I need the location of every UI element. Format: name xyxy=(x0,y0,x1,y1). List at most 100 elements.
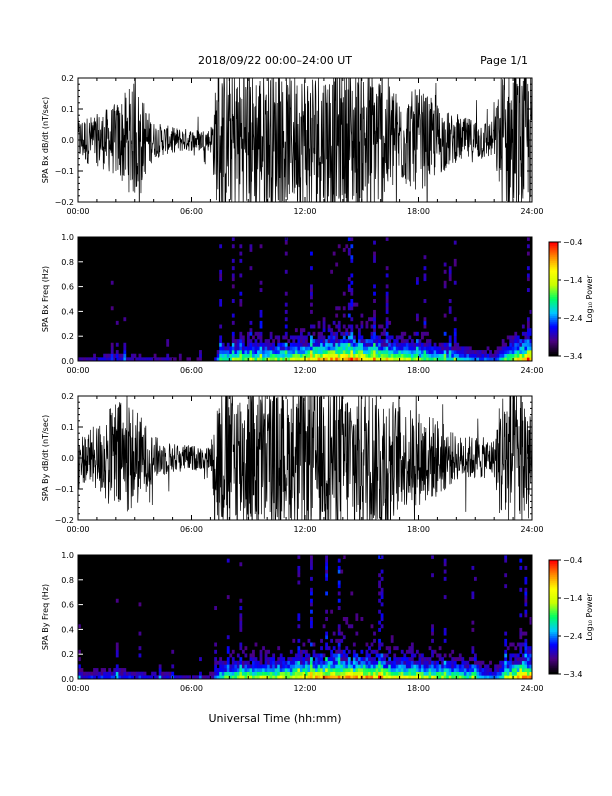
spectrogram-cell xyxy=(393,353,397,358)
spectrogram-cell xyxy=(264,342,268,347)
spectrogram-cell xyxy=(118,668,122,673)
spectrogram-cell xyxy=(501,353,505,358)
colorbar-swatch xyxy=(549,272,558,275)
spectrogram-cell xyxy=(360,350,364,355)
spectrogram-cell xyxy=(385,291,389,296)
spectrogram-cell xyxy=(166,353,170,358)
spectrogram-cell xyxy=(325,350,328,355)
spectrogram-cell xyxy=(282,350,286,355)
spectrogram-cell xyxy=(325,657,328,662)
spectrogram-cell xyxy=(456,357,460,362)
spectrogram-cell xyxy=(471,649,475,654)
spectrogram-cell xyxy=(269,675,273,680)
spectrogram-cell xyxy=(410,671,414,676)
spectrogram-cell xyxy=(511,350,515,355)
spectrogram-cell xyxy=(299,353,303,358)
spectrogram-cell xyxy=(524,346,528,351)
spectrogram-cell xyxy=(378,653,381,658)
spectrogram-cell xyxy=(337,350,341,355)
spectrogram-cell xyxy=(378,335,381,340)
spectrogram-cell xyxy=(252,346,255,351)
spectrogram-cell xyxy=(312,357,316,362)
spectrogram-cell xyxy=(415,346,419,351)
spectrogram-cell xyxy=(521,353,525,358)
spectrogram-cell xyxy=(526,357,530,362)
spectrogram-cell xyxy=(330,353,334,358)
spectrogram-cell xyxy=(405,339,409,344)
spectrogram-cell xyxy=(405,346,409,351)
spectrogram-cell xyxy=(350,258,354,263)
spectrogram-cell xyxy=(310,558,313,563)
spectrogram-cell xyxy=(373,342,376,347)
spectrogram-cell xyxy=(514,339,518,344)
y-tick-label: 0.0 xyxy=(61,454,74,463)
spectrogram-cell xyxy=(231,660,235,665)
spectrogram-cell xyxy=(299,671,303,676)
spectrogram-cell xyxy=(294,675,298,680)
spectrogram-cell xyxy=(519,565,523,570)
colorbar-swatch xyxy=(549,670,558,673)
spectrogram-cell xyxy=(350,317,354,322)
spectrogram-cell xyxy=(337,657,341,662)
spectrogram-cell xyxy=(340,331,344,336)
spectrogram-cell xyxy=(476,357,480,362)
colorbar-swatch xyxy=(549,331,558,334)
spectrogram-cell xyxy=(471,627,475,632)
colorbar-swatch xyxy=(549,636,558,639)
spectrogram-cell xyxy=(307,664,311,669)
spectrogram-cell xyxy=(405,649,409,654)
spectrogram-cell xyxy=(504,350,508,355)
colorbar-swatch xyxy=(549,327,558,330)
spectrogram-cell xyxy=(383,346,387,351)
spectrogram-cell xyxy=(345,350,349,355)
spectrogram-cell xyxy=(514,350,518,355)
spectrogram-cell xyxy=(473,660,477,665)
spectrogram-cell xyxy=(524,595,528,600)
spectrogram-cell xyxy=(138,671,142,676)
spectrogram-cell xyxy=(325,642,328,647)
spectrogram-cell xyxy=(526,350,530,355)
spectrogram-cell xyxy=(110,357,114,362)
colorbar-swatch xyxy=(549,634,558,637)
spectrogram-cell xyxy=(347,675,351,680)
spectrogram-cell xyxy=(277,657,281,662)
spectrogram-cell xyxy=(486,357,490,362)
spectrogram-cell xyxy=(438,646,442,651)
spectrogram-cell xyxy=(302,328,306,333)
spectrogram-cell xyxy=(363,350,366,355)
spectrogram-cell xyxy=(264,346,268,351)
y-tick-label: 0.2 xyxy=(61,650,74,659)
spectrogram-cell xyxy=(279,671,283,676)
spectrogram-cell xyxy=(373,284,376,289)
spectrogram-cell xyxy=(317,324,321,329)
spectrogram-cell xyxy=(370,350,374,355)
spectrogram-cell xyxy=(241,335,245,340)
spectrogram-cell xyxy=(231,357,235,362)
spectrogram-cell xyxy=(499,660,503,665)
spectrogram-cell xyxy=(390,335,394,340)
spectrogram-cell xyxy=(400,664,404,669)
spectrogram-cell xyxy=(403,357,407,362)
spectrogram-cell xyxy=(310,335,313,340)
spectrogram-cell xyxy=(448,299,452,303)
spectrogram-cell xyxy=(163,671,167,676)
spectrogram-cell xyxy=(342,668,346,673)
spectrogram-cell xyxy=(347,335,351,340)
spectrogram-cell xyxy=(259,313,263,318)
spectrogram-cell xyxy=(239,357,243,362)
spectrogram-cell xyxy=(156,357,160,362)
spectrogram-cell xyxy=(456,664,460,669)
spectrogram-cell xyxy=(299,653,303,658)
spectrogram-cell xyxy=(393,657,397,662)
spectrogram-cell xyxy=(360,649,364,654)
spectrogram-cell xyxy=(373,309,376,314)
spectrogram-cell xyxy=(400,331,404,336)
spectrogram-cell xyxy=(113,353,117,358)
spectrogram-cell xyxy=(375,342,379,347)
spectrogram-cell xyxy=(431,555,434,559)
spectrogram-cell xyxy=(310,295,313,300)
spectrogram-cell xyxy=(506,346,510,351)
spectrogram-cell xyxy=(428,350,432,355)
spectrogram-cell xyxy=(254,671,258,676)
spectrogram-cell xyxy=(375,353,379,358)
